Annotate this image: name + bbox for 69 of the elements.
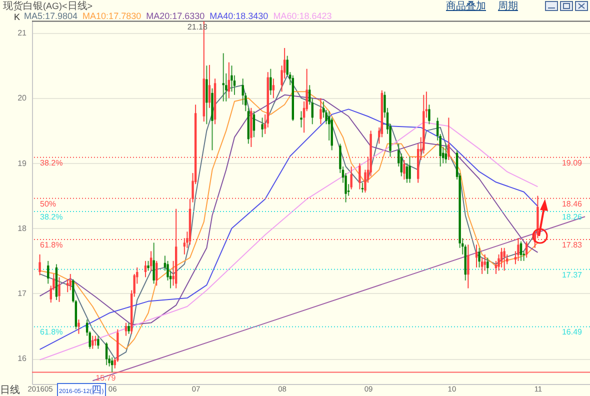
y-tick-label: 19	[18, 158, 28, 168]
ref-line-label: 17.83	[562, 240, 583, 250]
candlestick	[408, 156, 411, 184]
candlestick	[361, 182, 364, 194]
candlestick	[270, 68, 272, 96]
text: MA20:17.6330	[146, 11, 205, 21]
y-tick-label: 17	[18, 288, 28, 298]
candlestick	[147, 260, 150, 272]
annotation: 38.2%	[40, 212, 63, 222]
candlestick	[358, 162, 361, 190]
candlestick	[252, 110, 256, 138]
candlestick	[97, 335, 100, 350]
candlestick	[444, 143, 448, 164]
ref-line-label: 17.37	[562, 270, 583, 280]
candlestick	[38, 254, 41, 276]
candlestick	[272, 78, 275, 99]
text: MA5:17.9804	[24, 11, 78, 21]
candlestick	[105, 342, 108, 366]
text: MA60:18.6423	[273, 11, 332, 21]
candlestick	[150, 250, 152, 272]
text: MA40:18.3430	[210, 11, 268, 21]
text: 商品叠加	[446, 1, 486, 12]
ref-line-label: 19.09	[562, 158, 583, 168]
annotation: 61.8%	[40, 240, 63, 250]
y-tick-label: 21	[18, 28, 28, 38]
candlestick	[124, 322, 128, 336]
ref-line-label: 16.49	[562, 328, 583, 337]
candlestick	[486, 257, 489, 274]
candlestick	[300, 110, 302, 128]
candlestick	[503, 247, 506, 272]
candlestick	[261, 117, 264, 138]
candlestick	[208, 64, 211, 108]
candlestick	[480, 257, 484, 274]
ref-line-label: 18.46	[562, 199, 583, 208]
candlestick	[517, 238, 520, 262]
chart-title: 现货白银(AG)<日线>	[3, 1, 93, 12]
y-tick-label: 16	[18, 354, 28, 364]
candlestick	[144, 260, 147, 278]
candlestick	[478, 247, 480, 268]
candlestick	[78, 319, 80, 334]
y-tick-label: 18	[18, 224, 28, 233]
candlestick	[94, 335, 97, 346]
candlestick	[47, 260, 50, 284]
candlestick	[128, 322, 130, 334]
candlestick	[222, 52, 224, 102]
candlestick	[403, 160, 406, 180]
candlestick	[111, 356, 114, 373]
candlestick	[428, 104, 430, 125]
candlestick	[156, 260, 158, 286]
annotation: 50%	[40, 199, 56, 208]
annotation: 38.2%	[40, 158, 63, 168]
candlestick	[230, 65, 233, 92]
candlestick	[152, 242, 155, 284]
text: 周期	[498, 1, 518, 12]
candlestick	[350, 166, 352, 190]
candlestick	[206, 65, 208, 125]
candlestick	[467, 244, 470, 289]
annotation: 61.8%	[40, 328, 63, 337]
text: K	[14, 12, 20, 22]
text: MA10:17.7830	[82, 11, 142, 21]
y-tick-label: 20	[18, 94, 28, 103]
candlestick	[525, 240, 528, 258]
candlestick	[448, 117, 450, 160]
candlestick	[320, 98, 322, 125]
candlestick	[484, 254, 486, 272]
text: 日线	[0, 385, 20, 396]
candlestick	[406, 162, 408, 184]
ref-line-label: 18.26	[562, 212, 583, 222]
candlestick	[58, 276, 60, 302]
